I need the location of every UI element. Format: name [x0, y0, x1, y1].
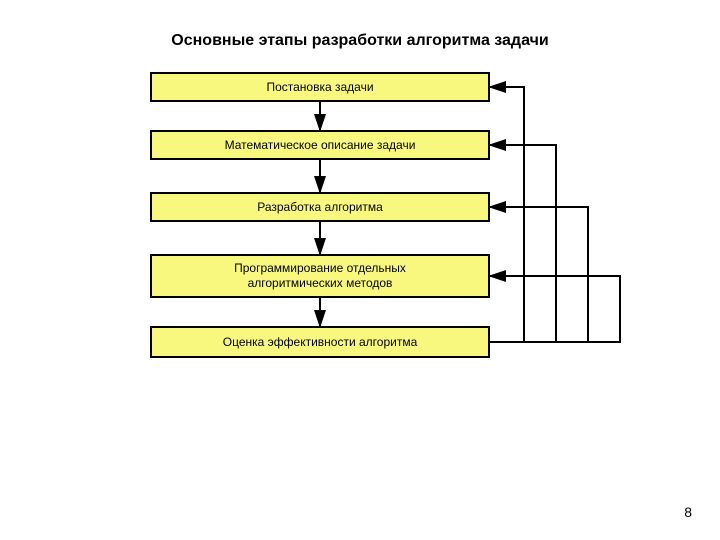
flow-node-1-label: Постановка задачи: [266, 80, 373, 95]
slide-canvas: { "diagram": { "type": "flowchart", "tit…: [0, 0, 720, 540]
flow-node-1: Постановка задачи: [150, 72, 490, 102]
flow-node-4-label: Программирование отдельныхалгоритмически…: [234, 261, 406, 291]
flow-node-3-label: Разработка алгоритма: [257, 200, 383, 215]
flow-node-5: Оценка эффективности алгоритма: [150, 326, 490, 358]
diagram-title: Основные этапы разработки алгоритма зада…: [130, 32, 590, 50]
flow-node-2: Математическое описание задачи: [150, 130, 490, 160]
page-number: 8: [684, 504, 692, 520]
flow-node-5-label: Оценка эффективности алгоритма: [223, 335, 418, 350]
flow-node-2-label: Математическое описание задачи: [225, 138, 416, 153]
flow-node-3: Разработка алгоритма: [150, 192, 490, 222]
flow-node-4: Программирование отдельныхалгоритмически…: [150, 254, 490, 298]
